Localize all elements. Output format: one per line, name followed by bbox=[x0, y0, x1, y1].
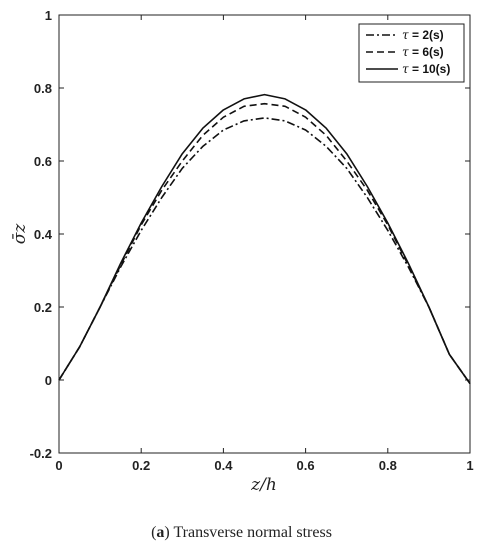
x-tick-label: 0.6 bbox=[297, 458, 315, 473]
y-tick-label: 0.4 bbox=[34, 227, 53, 242]
axis-ticks: 0 0.2 0.4 0.6 0.8 1-0.200.20.40.60.81 bbox=[30, 8, 474, 473]
series-line-2 bbox=[58, 102, 471, 385]
y-tick-label: 0.6 bbox=[34, 154, 52, 169]
y-axis-label: σ̄z bbox=[10, 223, 30, 245]
legend-entry-3: τ = 10(s) bbox=[402, 62, 450, 76]
legend-tau-symbol: τ bbox=[402, 28, 409, 42]
stress-chart: 0 0.2 0.4 0.6 0.8 1-0.200.20.40.60.81 z/h σ̄z… bbox=[10, 8, 474, 495]
x-tick-label: 0 bbox=[55, 458, 62, 473]
legend-label: = 6(s) bbox=[409, 45, 444, 59]
legend-tau-symbol: τ bbox=[402, 45, 409, 59]
series-lines bbox=[58, 93, 471, 385]
caption-letter: a bbox=[156, 524, 165, 541]
figure-caption: (a) Transverse normal stress bbox=[0, 524, 483, 542]
y-tick-label: -0.2 bbox=[30, 446, 52, 461]
legend-entry-2: τ = 6(s) bbox=[402, 45, 444, 59]
series-line-3 bbox=[58, 93, 471, 385]
legend-box bbox=[358, 23, 465, 83]
y-tick-label: 0.2 bbox=[34, 300, 52, 315]
legend: τ = 2(s)τ = 6(s)τ = 10(s) bbox=[358, 23, 465, 83]
x-tick-label: 1 bbox=[466, 458, 473, 473]
y-tick-label: 0.8 bbox=[34, 81, 52, 96]
caption-suffix: ) bbox=[164, 524, 170, 541]
y-tick-label: 0 bbox=[45, 373, 52, 388]
y-tick-label: 1 bbox=[45, 8, 52, 23]
legend-label: = 2(s) bbox=[409, 28, 444, 42]
legend-tau-symbol: τ bbox=[402, 62, 409, 76]
series-line-1 bbox=[58, 117, 471, 385]
x-tick-label: 0.2 bbox=[132, 458, 150, 473]
x-tick-label: 0.8 bbox=[379, 458, 397, 473]
x-tick-label: 0.4 bbox=[214, 458, 233, 473]
legend-entry-1: τ = 2(s) bbox=[402, 28, 444, 42]
caption-text: Transverse normal stress bbox=[173, 524, 332, 541]
legend-label: = 10(s) bbox=[409, 62, 451, 76]
x-axis-label: z/h bbox=[250, 475, 277, 495]
caption-prefix: ( bbox=[151, 524, 157, 541]
